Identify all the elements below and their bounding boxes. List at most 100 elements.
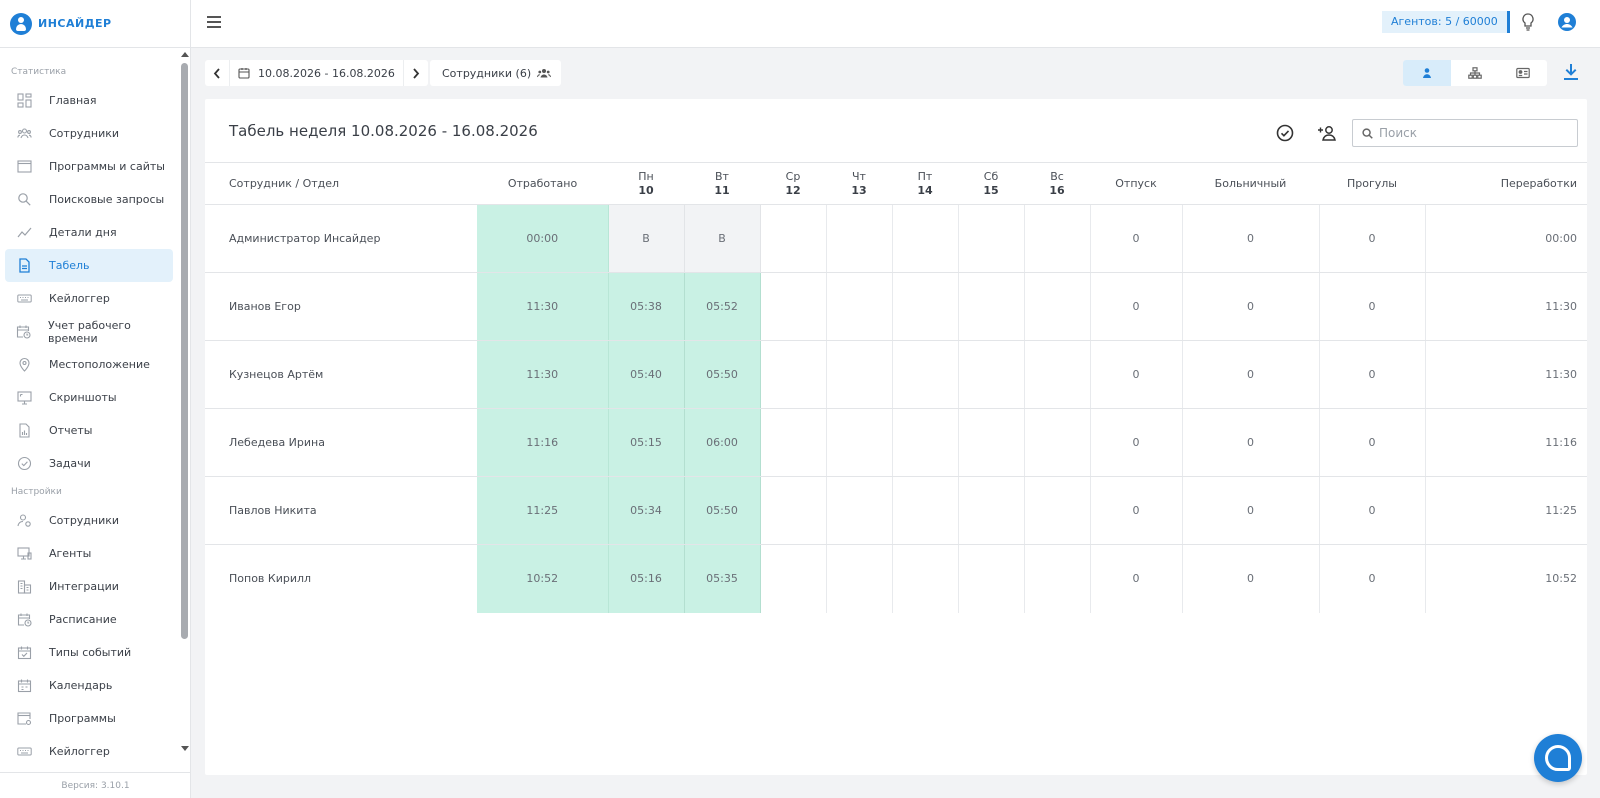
day-number: 15 xyxy=(983,184,999,197)
add-user-icon[interactable] xyxy=(1317,124,1337,142)
sidebar-item[interactable]: Учет рабочего времени xyxy=(5,315,173,348)
sidebar-item[interactable]: Агенты xyxy=(5,537,173,570)
sidebar-item[interactable]: Отчеты xyxy=(5,414,173,447)
view-cards-button[interactable] xyxy=(1499,60,1547,86)
day-cell xyxy=(760,476,827,545)
sidebar-item[interactable]: Кейлоггер xyxy=(5,282,173,315)
window-icon xyxy=(16,160,32,174)
sidebar-item-label: Отчеты xyxy=(49,424,93,437)
sidebar-item[interactable]: Задачи xyxy=(5,447,173,480)
location-pin-icon xyxy=(16,357,32,372)
sidebar-item-label: Кейлоггер xyxy=(49,745,110,758)
sidebar-item[interactable]: Детали дня xyxy=(5,216,173,249)
chart-line-icon xyxy=(16,226,32,240)
date-range-button[interactable]: 10.08.2026 - 16.08.2026 xyxy=(229,60,404,86)
user-account-icon[interactable] xyxy=(1558,13,1576,31)
sidebar-item[interactable]: Главная xyxy=(5,84,173,117)
overtime-cell: 00:00 xyxy=(1425,204,1587,273)
column-header-sick[interactable]: Больничный xyxy=(1182,162,1319,205)
sidebar-item-label: Сотрудники xyxy=(49,514,120,527)
check-circle-icon[interactable] xyxy=(1276,124,1294,142)
sidebar-item-label: Сотрудники xyxy=(49,127,120,140)
column-header-worked[interactable]: Отработано xyxy=(477,162,608,205)
absence-cell: 0 xyxy=(1319,544,1426,613)
sidebar-item[interactable]: Скриншоты xyxy=(5,381,173,414)
sidebar-item-label: Программы xyxy=(49,712,116,725)
date-range-picker: 10.08.2026 - 16.08.2026 xyxy=(205,60,428,86)
top-bar: Агентов: 5 / 60000 xyxy=(191,0,1600,48)
sidebar-item[interactable]: Кейлоггер xyxy=(5,735,173,768)
search-input[interactable] xyxy=(1379,126,1569,140)
sidebar-item-label: Календарь xyxy=(49,679,113,692)
scroll-up-arrow[interactable] xyxy=(181,52,189,57)
worked-total: 10:52 xyxy=(477,544,609,613)
agents-badge[interactable]: Агентов: 5 / 60000 xyxy=(1382,11,1510,33)
day-cell: 05:50 xyxy=(684,340,761,409)
day-number: 10 xyxy=(638,184,654,197)
person-icon xyxy=(1423,68,1431,78)
building-icon xyxy=(16,580,32,594)
day-cell xyxy=(760,408,827,477)
column-header-overtime[interactable]: Переработки xyxy=(1425,162,1587,205)
day-cell: 06:00 xyxy=(684,408,761,477)
column-header-day: Вт 11 xyxy=(684,162,760,205)
download-icon[interactable] xyxy=(1564,64,1578,80)
view-employees-button[interactable] xyxy=(1403,60,1451,86)
absence-cell: 0 xyxy=(1319,204,1426,273)
day-cell xyxy=(892,408,959,477)
table-row[interactable]: Кузнецов Артём 11:30 05:40 05:50 0 0 0 11:30 xyxy=(205,340,1587,409)
logo[interactable]: ИНСАЙДЕР xyxy=(0,0,190,48)
day-cell: 05:50 xyxy=(684,476,761,545)
scroll-down-arrow[interactable] xyxy=(181,746,189,751)
chat-support-button[interactable] xyxy=(1534,734,1582,782)
day-cell xyxy=(892,340,959,409)
day-number: 11 xyxy=(714,184,730,197)
lightbulb-icon[interactable] xyxy=(1521,13,1535,31)
sidebar-item-label: Детали дня xyxy=(49,226,117,239)
sidebar-item[interactable]: Программы и сайты xyxy=(5,150,173,183)
sidebar-item-label: Агенты xyxy=(49,547,92,560)
day-name: Пн xyxy=(638,170,654,183)
sidebar-item[interactable]: Сотрудники xyxy=(5,504,173,537)
table-header-row: Сотрудник / Отдел Отработано Пн 10 Вт 11 Ср 12 Ч… xyxy=(205,162,1587,205)
prev-week-button[interactable] xyxy=(205,60,229,86)
table-row[interactable]: Администратор Инсайдер 00:00 В В 0 0 0 00:00 xyxy=(205,204,1587,273)
hamburger-menu-icon[interactable] xyxy=(207,16,221,28)
column-header-employee[interactable]: Сотрудник / Отдел xyxy=(205,162,477,205)
chevron-right-icon xyxy=(413,67,420,79)
table-row[interactable]: Лебедева Ирина 11:16 05:15 06:00 0 0 0 11:16 xyxy=(205,408,1587,477)
calendar-clock-icon xyxy=(16,613,32,627)
day-cell xyxy=(1024,544,1091,613)
table-row[interactable]: Павлов Никита 11:25 05:34 05:50 0 0 0 11:25 xyxy=(205,476,1587,545)
employees-filter-button[interactable]: Сотрудники (6) xyxy=(430,60,562,86)
table-row[interactable]: Иванов Егор 11:30 05:38 05:52 0 0 0 11:30 xyxy=(205,272,1587,341)
day-name: Вс xyxy=(1050,170,1064,183)
employee-name: Администратор Инсайдер xyxy=(205,204,477,273)
vacation-cell: 0 xyxy=(1090,204,1183,273)
next-week-button[interactable] xyxy=(404,60,428,86)
logo-icon xyxy=(10,12,32,35)
sidebar-scrollbar[interactable] xyxy=(181,63,188,639)
sidebar-item[interactable]: Поисковые запросы xyxy=(5,183,173,216)
sidebar-item[interactable]: Типы событий xyxy=(5,636,173,669)
sidebar-item[interactable]: Расписание xyxy=(5,603,173,636)
column-header-day: Чт 13 xyxy=(826,162,892,205)
report-icon xyxy=(16,423,32,438)
sidebar-item[interactable]: Календарь xyxy=(5,669,173,702)
column-header-vacation[interactable]: Отпуск xyxy=(1090,162,1182,205)
sidebar-item[interactable]: Сотрудники xyxy=(5,117,173,150)
day-cell xyxy=(826,476,893,545)
sick-cell: 0 xyxy=(1182,204,1320,273)
column-header-absence[interactable]: Прогулы xyxy=(1319,162,1425,205)
sidebar-item[interactable]: Программы xyxy=(5,702,173,735)
day-number: 16 xyxy=(1049,184,1065,197)
sidebar-item[interactable]: Местоположение xyxy=(5,348,173,381)
sidebar-item-label: Программы и сайты xyxy=(49,160,165,173)
day-name: Чт xyxy=(852,170,866,183)
sidebar-item[interactable]: Табель xyxy=(5,249,173,282)
absence-cell: 0 xyxy=(1319,272,1426,341)
table-row[interactable]: Попов Кирилл 10:52 05:16 05:35 0 0 0 10:52 xyxy=(205,544,1587,613)
sidebar-item[interactable]: Интеграции xyxy=(5,570,173,603)
keyboard-icon xyxy=(16,292,32,306)
view-departments-button[interactable] xyxy=(1451,60,1499,86)
